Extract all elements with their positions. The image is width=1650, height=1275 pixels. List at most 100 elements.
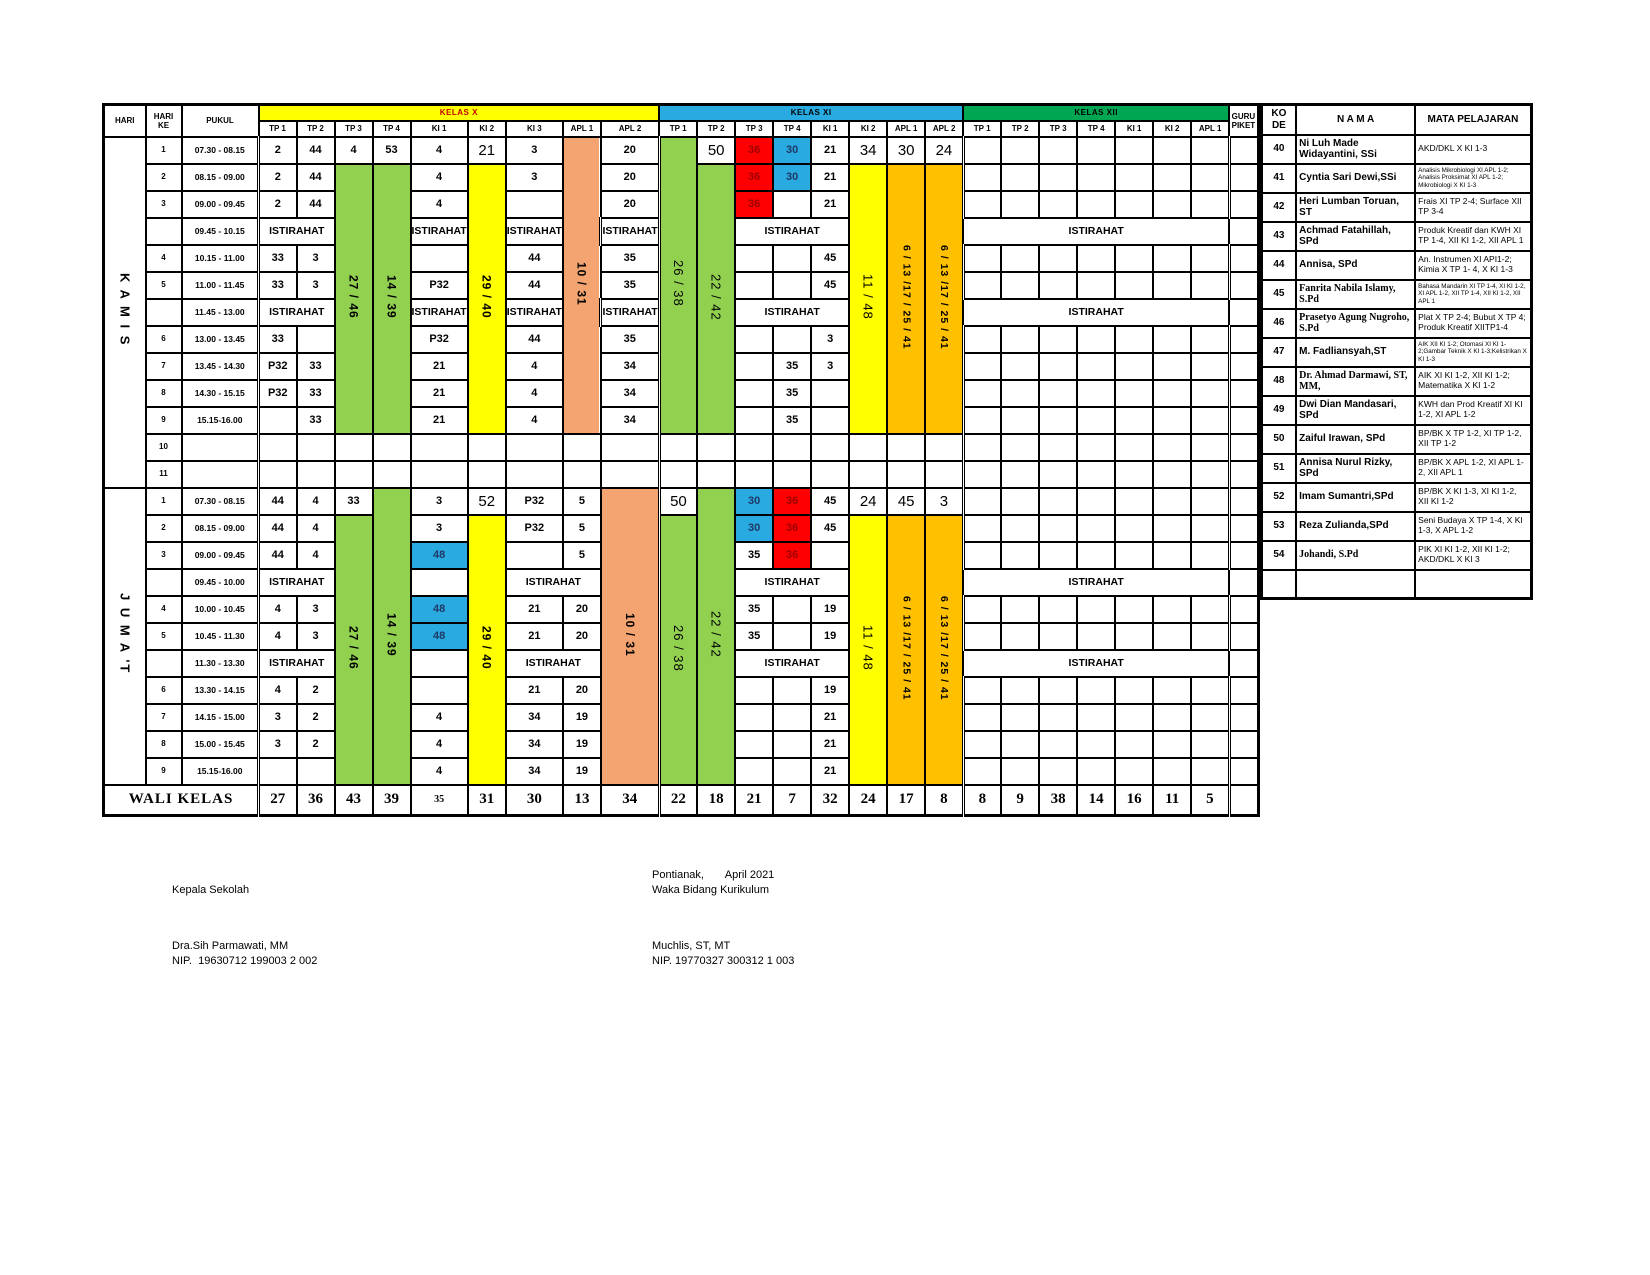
teacher-row: 51 Annisa Nurul Rizky, SPd BP/BK X APL 1-2… [1260,452,1533,484]
empty-cell [734,324,775,354]
empty-cell [1076,324,1117,354]
empty-cell [810,432,851,462]
wali-kelas-value: 30 [504,783,564,816]
empty-cell [1152,540,1193,570]
schedule-cell: 26 / 38 [657,513,699,786]
sub-col-header: KI 2 [466,119,507,138]
schedule-row: 4 10.00 - 10.45 4 3 48 21 20 35 19 [104,594,1260,624]
col-header-hari: HARI [102,103,147,138]
wali-kelas-value: 31 [466,783,507,816]
schedule-cell: 33 [295,378,336,408]
teacher-subjects: BP/BK X KI 1-3, XI KI 1-2, XII KI 1-2 [1414,481,1533,513]
empty-cell [1114,540,1155,570]
schedule-cell: 4 [257,594,298,624]
empty-cell [1076,486,1117,516]
empty-cell [961,729,1003,759]
footer-waka-title: Waka Bidang Kurikulum [652,884,769,896]
wali-kelas-value: 36 [295,783,336,816]
teacher-name: Dwi Dian Mandasari, SPd [1295,394,1417,426]
empty-cell [1038,162,1079,192]
schedule-cell: 20 [561,594,602,624]
period-time: 10.00 - 10.45 [180,594,260,624]
schedule-cell: 14 / 39 [371,486,412,786]
teacher-name: Dr. Ahmad Darmawi, ST, MM, [1295,365,1417,397]
schedule-cell: 45 [886,486,927,516]
schedule-cell: 4 [409,702,469,732]
schedule-cell: 19 [561,702,602,732]
schedule-cell: 44 [504,270,564,300]
footer-kepala-nip: NIP. 19630712 199003 2 002 [172,955,318,967]
empty-cell [409,648,469,678]
wali-kelas-value: 32 [810,783,851,816]
schedule-cell: 48 [409,594,469,624]
schedule-cell: 36 [772,513,813,543]
schedule-cell: 3 [504,162,564,192]
period-number [144,567,183,597]
teacher-row [1260,568,1533,600]
sub-col-header: TP 2 [295,119,336,138]
schedule-cell: 22 / 42 [696,486,737,786]
empty-cell [561,432,602,462]
teacher-code: 40 [1260,133,1298,165]
empty-cell [1000,540,1041,570]
wali-kelas-value: 22 [657,783,699,816]
empty-cell [561,459,602,489]
teacher-code: 51 [1260,452,1298,484]
schedule-cell: 21 [810,702,851,732]
empty-cell [1076,540,1117,570]
schedule-cell: 44 [295,189,336,219]
empty-cell [257,405,298,435]
schedule-cell: 35 [599,270,661,300]
period-time: 09.45 - 10.00 [180,567,260,597]
class-band-3: KELAS XII [962,103,1231,122]
empty-cell [1114,270,1155,300]
period-number: 10 [144,432,183,462]
teacher-row: 47 M. Fadliansyah,ST AIK XII KI 1-2; Otoma… [1260,336,1533,368]
teacher-subjects: KWH dan Prod Kreatif XI KI 1-2, XI APL 1… [1414,394,1533,426]
schedule-cell: 4 [333,135,374,165]
empty-cell [1152,351,1193,381]
sub-col-header: TP 1 [962,119,1003,138]
day-label: K A M I S [102,135,147,489]
period-time: 11.00 - 11.45 [180,270,260,300]
period-number: 9 [144,756,183,786]
schedule-cell: P32 [409,324,469,354]
period-time: 15.15-16.00 [180,405,260,435]
schedule-cell: 36 [734,162,775,192]
empty-cell [1190,189,1231,219]
teacher-code: 43 [1260,220,1298,252]
period-time: 13.30 - 14.15 [180,675,260,705]
empty-cell [1227,432,1260,462]
empty-cell [1114,675,1155,705]
empty-cell [961,540,1003,570]
empty-cell [1190,729,1231,759]
empty-cell [1114,702,1155,732]
schedule-row: 7 13.45 - 14.30 P32 33 21 4 34 35 3 [104,351,1260,381]
period-number [144,648,183,678]
schedule-cell: ISTIRAHAT [962,297,1231,327]
empty-cell [1227,270,1260,300]
empty-cell [1000,243,1041,273]
empty-cell [924,459,965,489]
empty-cell [1114,594,1155,624]
day-label-text: K A M I S [117,273,133,347]
schedule-cell: 44 [504,243,564,273]
empty-cell [1190,702,1231,732]
empty-cell [1114,189,1155,219]
period-time: 14.30 - 15.15 [180,378,260,408]
empty-cell [1000,405,1041,435]
empty-cell [1190,540,1231,570]
empty-cell [1227,324,1260,354]
wali-kelas-value: 7 [772,783,813,816]
period-number [144,297,183,327]
empty-cell [1190,135,1231,165]
timetable-sheet: HARI HARI KE PUKUL KELAS X KELAS XI KELAS XII G… [102,103,1533,817]
empty-cell [772,432,813,462]
teacher-row: 44 Annisa, SPd An. Instrumen XI API1-2; Ki… [1260,249,1533,281]
teacher-name: Johandi, S.Pd [1295,539,1417,571]
vertical-cell-text: 6 / 13 /17 / 25 / 41 [938,595,951,701]
schedule-cell: 29 / 40 [466,162,507,435]
teacher-code: 47 [1260,336,1298,368]
empty-cell [772,189,813,219]
empty-cell [1000,513,1041,543]
